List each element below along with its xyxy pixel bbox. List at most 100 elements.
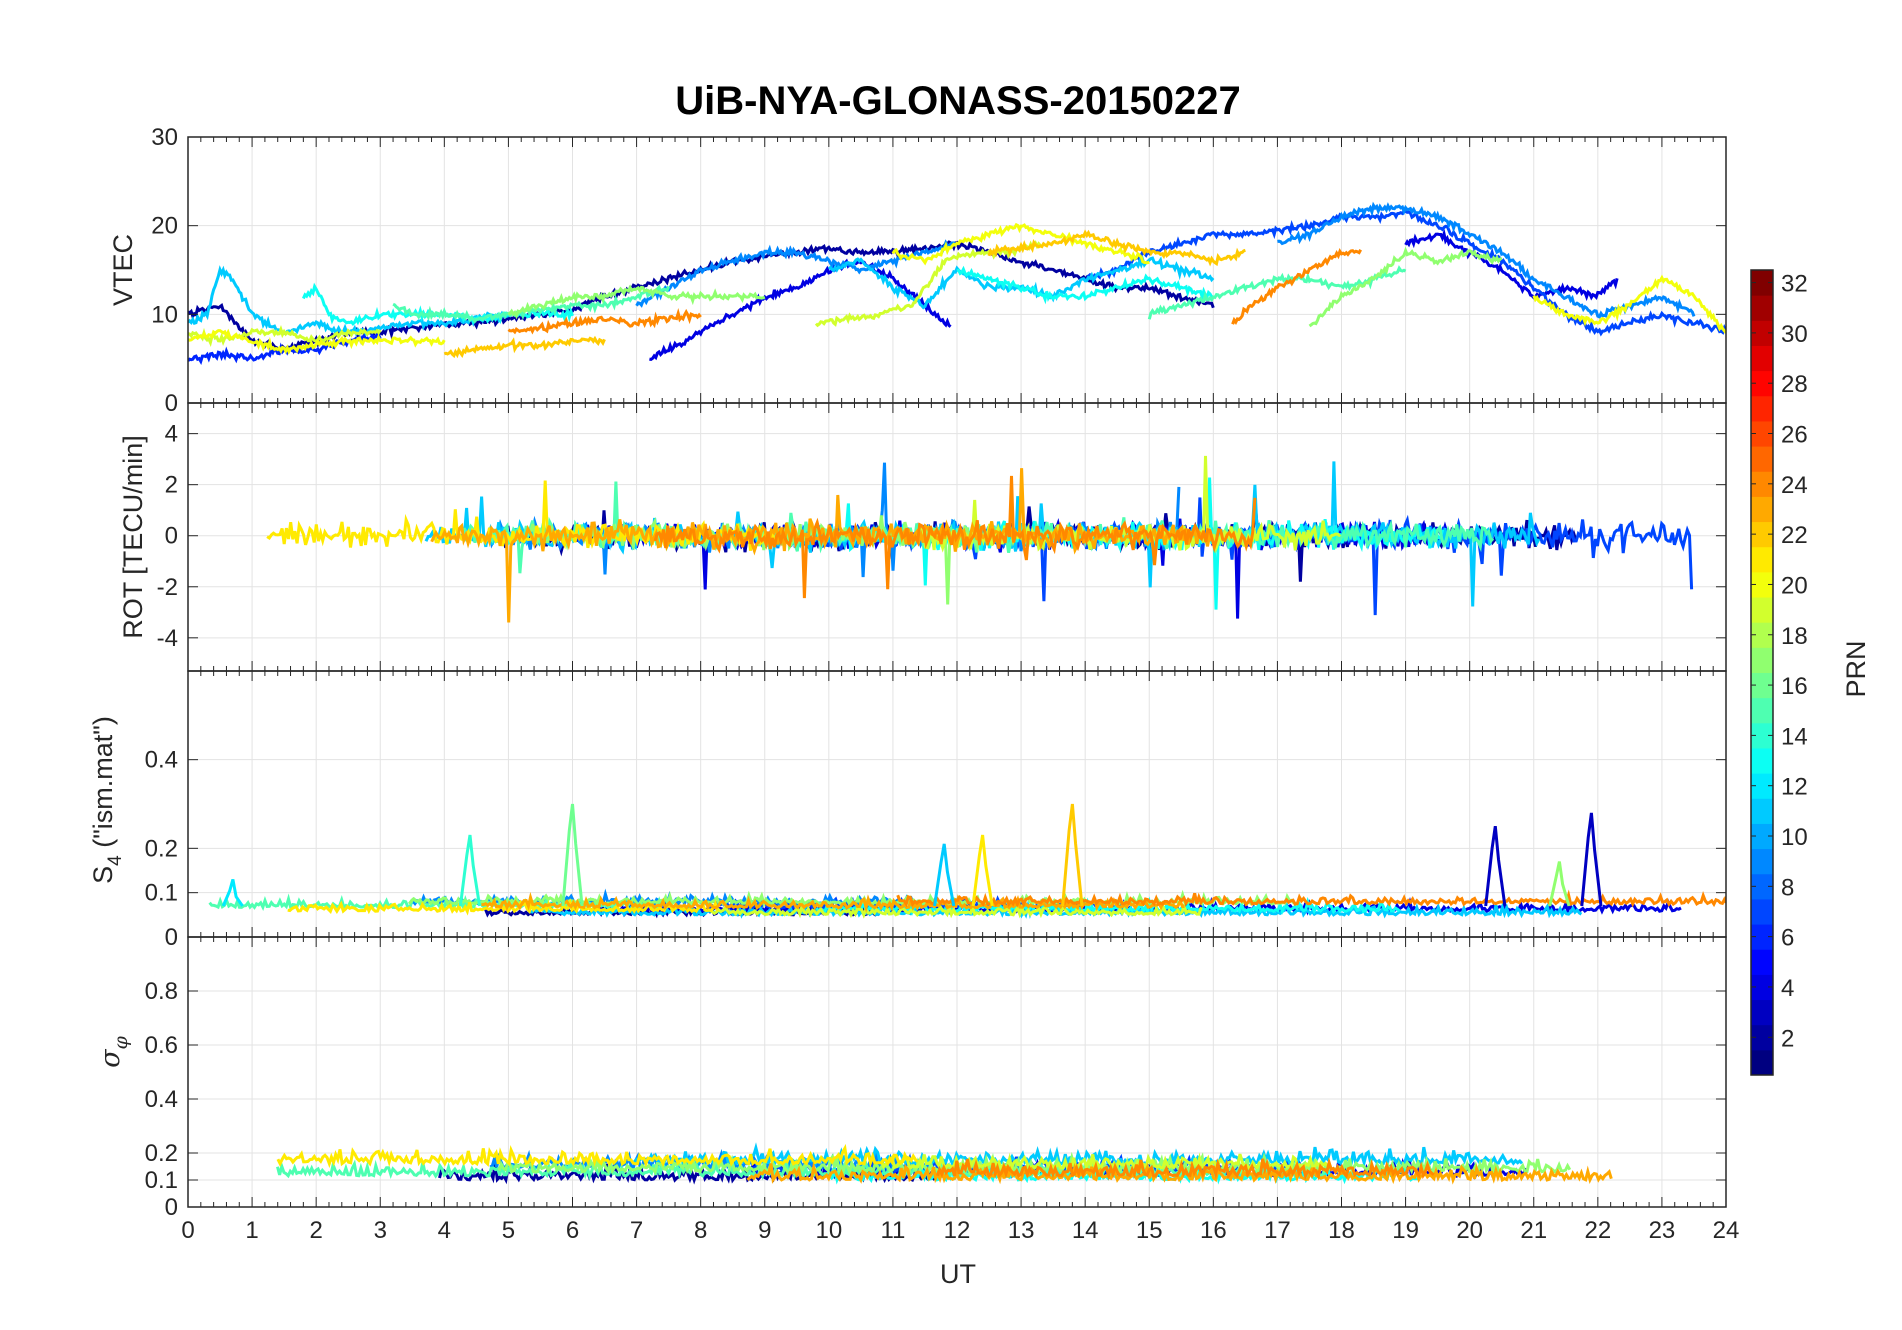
trace-prn-24 xyxy=(936,1156,1435,1181)
x-tick-label: 14 xyxy=(1072,1217,1099,1244)
vtec-trace-prn-15 xyxy=(392,284,670,324)
y-tick-label: 4 xyxy=(165,421,178,448)
colorbar-tick-label: 10 xyxy=(1781,824,1808,851)
x-tick-label: 11 xyxy=(880,1217,905,1244)
s4-peak-prn-16 xyxy=(561,803,584,907)
vtec-panel: 0 10 20 30 xyxy=(151,124,1727,417)
x-tick-label: 6 xyxy=(566,1217,579,1244)
colorbar-swatch xyxy=(1751,345,1773,372)
vtec-axis-label: VTEC xyxy=(108,234,138,306)
y-tick-label: 2 xyxy=(165,472,178,499)
colorbar-swatch xyxy=(1751,1024,1773,1051)
x-axis-label: UT xyxy=(940,1259,976,1289)
x-tick-label: 0 xyxy=(181,1217,194,1244)
colorbar-tick-label: 20 xyxy=(1781,572,1808,599)
x-tick-label: 3 xyxy=(374,1217,387,1244)
trace-prn-23 xyxy=(430,468,1214,623)
y-tick-label: 0 xyxy=(165,523,178,550)
colorbar-swatch xyxy=(1751,924,1773,950)
colorbar-tick-label: 30 xyxy=(1781,321,1808,348)
colorbar-tick-label: 6 xyxy=(1781,925,1794,952)
sigma-phi-axis-label: σφ xyxy=(95,1035,132,1067)
x-tick-label: 7 xyxy=(630,1217,643,1244)
y-tick-label: 10 xyxy=(151,301,178,328)
colorbar-tick-label: 2 xyxy=(1781,1025,1794,1052)
colorbar-swatch xyxy=(1751,672,1773,699)
x-tick-label: 21 xyxy=(1520,1217,1547,1244)
colorbar-swatch xyxy=(1751,949,1773,975)
vtec-trace-prn-11 xyxy=(827,255,1215,310)
vtec-trace-prn-24 xyxy=(507,308,702,335)
s4-axis-label: S4 ("ism.mat") xyxy=(88,716,126,884)
data-traces xyxy=(188,201,1726,365)
vtec-trace-prn-22 xyxy=(987,229,1246,267)
vtec-trace-prn-19 xyxy=(188,324,382,348)
colorbar-tick-label: 8 xyxy=(1781,874,1794,901)
colorbar-swatch xyxy=(1751,295,1773,321)
trace-prn-23 xyxy=(746,1161,1613,1185)
colorbar-swatch xyxy=(1751,597,1773,623)
x-tick-label: 17 xyxy=(1264,1217,1291,1244)
x-tick-label: 10 xyxy=(815,1217,842,1244)
x-tick-label: 22 xyxy=(1584,1217,1611,1244)
x-tick-label: 16 xyxy=(1200,1217,1227,1244)
data-traces xyxy=(276,1142,1613,1185)
x-tick-label: 19 xyxy=(1392,1217,1419,1244)
vtec-trace-prn-4 xyxy=(1404,228,1619,302)
colorbar-frame xyxy=(1750,269,1774,1076)
colorbar-swatch xyxy=(1751,571,1773,598)
x-tick-label: 5 xyxy=(502,1217,515,1244)
colorbar-swatch xyxy=(1751,873,1773,900)
data-traces xyxy=(208,803,1726,919)
s4-peak-prn-3 xyxy=(1484,825,1507,907)
x-tick-label: 23 xyxy=(1649,1217,1676,1244)
x-tick-label: 20 xyxy=(1456,1217,1483,1244)
y-tick-label: 0.2 xyxy=(145,835,178,862)
colorbar-swatch xyxy=(1751,999,1773,1026)
s4-peak-prn-17 xyxy=(1548,861,1571,907)
trace-prn-19 xyxy=(703,901,1203,919)
x-tick-label: 12 xyxy=(944,1217,971,1244)
colorbar-tick-label: 24 xyxy=(1781,472,1808,499)
s4-peak-prn-14 xyxy=(458,834,482,907)
x-tick-label: 4 xyxy=(438,1217,451,1244)
s4-peak-prn-21 xyxy=(971,834,994,907)
colorbar-swatch xyxy=(1751,370,1773,397)
colorbar-tick-label: 14 xyxy=(1781,723,1808,750)
trace-prn-23 xyxy=(481,891,1185,914)
colorbar-swatch xyxy=(1751,521,1773,548)
colorbar-swatch xyxy=(1751,270,1773,296)
colorbar-swatch xyxy=(1751,471,1773,497)
vtec-trace-prn-20 xyxy=(188,328,446,355)
vtec-trace-prn-20 xyxy=(891,222,1150,266)
vtec-trace-prn-15 xyxy=(1147,265,1407,320)
vtec-trace-prn-17 xyxy=(1308,246,1503,328)
vtec-trace-prn-4 xyxy=(649,258,952,361)
sigma-phi-panel: 00.10.2 0.4 0.6 0.8 xyxy=(145,936,1727,1221)
colorbar-tick-label: 32 xyxy=(1781,271,1808,298)
trace-prn-21 xyxy=(266,480,780,551)
y-tick-label: 0.2 xyxy=(145,1140,178,1167)
y-tick-label: 0.1 xyxy=(145,1167,178,1194)
vtec-trace-prn-20 xyxy=(1532,274,1726,334)
rot-panel: -4 -2 0 2 4 xyxy=(157,402,1727,672)
colorbar-swatch xyxy=(1751,546,1773,573)
colorbar-tick-label: 16 xyxy=(1781,673,1808,700)
vtec-trace-prn-13 xyxy=(956,265,1215,305)
y-tick-label: 0.4 xyxy=(145,747,178,774)
s4-panel: 0 0.1 0.2 0.4 xyxy=(145,670,1727,951)
colorbar-swatch xyxy=(1751,747,1773,774)
trace-prn-11 xyxy=(631,1142,1524,1170)
x-tick-label: 24 xyxy=(1713,1217,1740,1244)
x-axis: 0 1 2 3 4 5 6 7 8 9 10 11 12 13 14 15 16 17 18 19 20 21 22 23 24 xyxy=(181,1217,1739,1244)
y-tick-label: 0 xyxy=(165,390,178,417)
y-tick-label: 0.1 xyxy=(145,880,178,907)
s4-peak-prn-3 xyxy=(1580,812,1603,907)
colorbar-swatch xyxy=(1751,697,1773,724)
colorbar-swatch xyxy=(1751,848,1773,875)
vtec-trace-prn-17 xyxy=(507,284,766,320)
colorbar-swatch xyxy=(1751,773,1773,799)
colorbar-tick-label: 12 xyxy=(1781,774,1808,801)
data-traces xyxy=(266,455,1694,623)
